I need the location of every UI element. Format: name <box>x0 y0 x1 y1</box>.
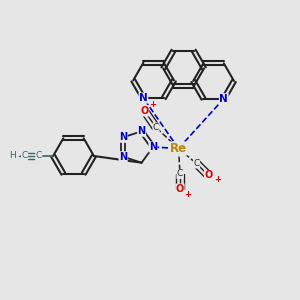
Text: N: N <box>219 94 228 104</box>
Text: +: + <box>149 100 157 109</box>
Text: C: C <box>177 169 183 178</box>
Text: C: C <box>36 152 42 160</box>
Text: C: C <box>194 159 200 168</box>
Text: N: N <box>139 93 148 103</box>
Text: O: O <box>204 170 213 181</box>
Text: N: N <box>119 132 127 142</box>
Text: C: C <box>22 152 28 160</box>
Text: +: + <box>214 176 221 184</box>
Text: Re: Re <box>170 142 187 155</box>
Text: N: N <box>137 126 146 136</box>
Text: H: H <box>10 152 16 160</box>
Text: N: N <box>119 152 127 162</box>
Text: O: O <box>176 184 184 194</box>
Text: O: O <box>140 106 149 116</box>
Text: +: + <box>184 190 191 199</box>
Text: N: N <box>149 142 157 152</box>
Text: C: C <box>153 123 159 132</box>
